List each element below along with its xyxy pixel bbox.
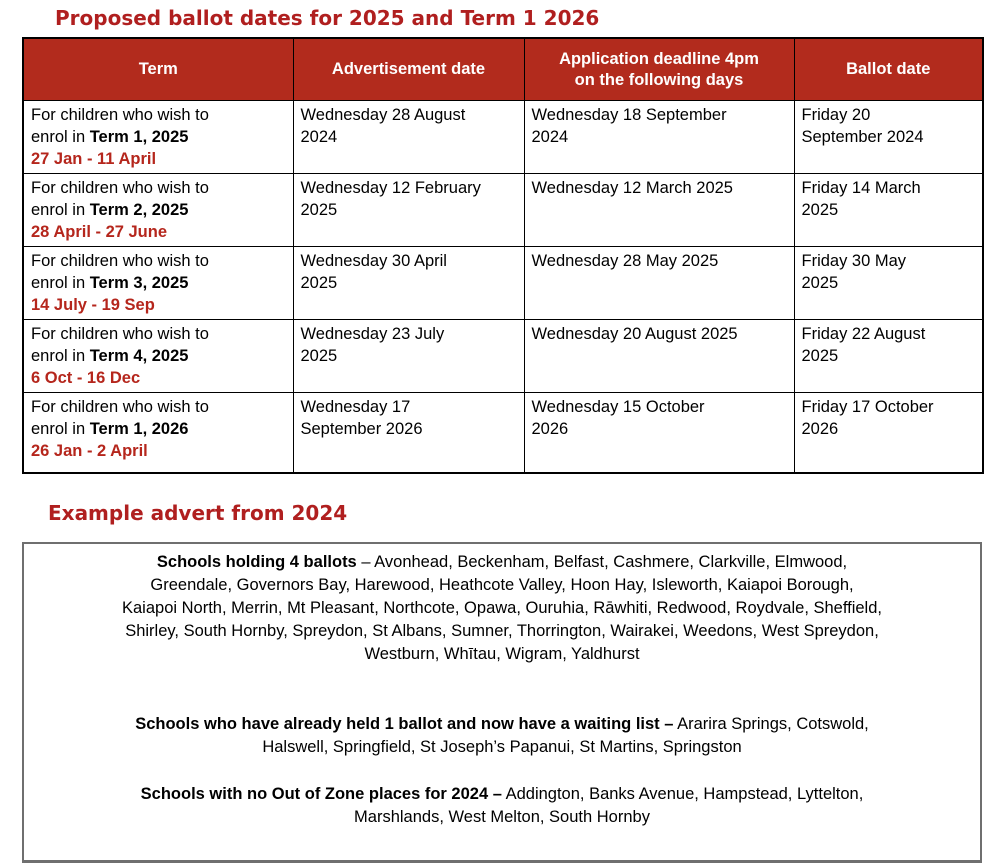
term-date-range: 27 Jan - 11 April <box>31 150 157 168</box>
column-header-ballot-date: Ballot date <box>793 37 984 101</box>
ballot-date-cell: Friday 14 March 2025 <box>793 173 984 247</box>
ballot-date-cell: Friday 22 August 2025 <box>793 319 984 393</box>
term-name: Term 3, 2025 <box>89 274 189 292</box>
application-deadline-cell: Wednesday 12 March 2025 <box>523 173 795 247</box>
ballot-date-cell: Friday 30 May 2025 <box>793 246 984 320</box>
ballot-dates-table: Term Advertisement date Application dead… <box>22 37 984 474</box>
term-date-range: 26 Jan - 2 April <box>31 442 148 460</box>
term-description: For children who wish to enrol in Term 4… <box>31 323 287 367</box>
term-date-range: 14 July - 19 Sep <box>31 296 155 314</box>
term-date-range: 6 Oct - 16 Dec <box>31 369 141 387</box>
term-name: Term 4, 2025 <box>89 347 189 365</box>
advert-paragraph-4-ballots: Schools holding 4 ballots – Avonhead, Be… <box>38 551 966 666</box>
term-intro: For children who wish to enrol in <box>31 179 209 219</box>
term-name: Term 1, 2025 <box>89 128 189 146</box>
term-name: Term 1, 2026 <box>89 420 189 438</box>
application-deadline-cell: Wednesday 20 August 2025 <box>523 319 795 393</box>
advert-paragraph-waiting-list: Schools who have already held 1 ballot a… <box>38 713 966 759</box>
ballot-date-cell: Friday 17 October 2026 <box>793 392 984 473</box>
advertisement-date-cell: Wednesday 12 February 2025 <box>292 173 525 247</box>
advert-schools-4-ballots: – Avonhead, Beckenham, Belfast, Cashmere… <box>122 552 882 663</box>
application-deadline-cell: Wednesday 18 September 2024 <box>523 100 795 174</box>
table-row: For children who wish to enrol in Term 1… <box>22 100 984 174</box>
term-intro: For children who wish to enrol in <box>31 325 209 365</box>
column-header-application-deadline: Application deadline 4pm on the followin… <box>523 37 795 101</box>
advertisement-date-cell: Wednesday 28 August 2024 <box>292 100 525 174</box>
term-intro: For children who wish to enrol in <box>31 106 209 146</box>
advertisement-date-cell: Wednesday 23 July 2025 <box>292 319 525 393</box>
table-row: For children who wish to enrol in Term 4… <box>22 319 984 393</box>
term-description: For children who wish to enrol in Term 3… <box>31 250 287 294</box>
advert-lead-no-places: Schools with no Out of Zone places for 2… <box>140 784 502 803</box>
term-intro: For children who wish to enrol in <box>31 252 209 292</box>
table-row: For children who wish to enrol in Term 3… <box>22 246 984 320</box>
advert-paragraph-no-places: Schools with no Out of Zone places for 2… <box>38 783 966 829</box>
page-title: Proposed ballot dates for 2025 and Term … <box>55 6 600 30</box>
advert-section-heading: Example advert from 2024 <box>48 500 348 525</box>
advertisement-date-cell: Wednesday 17 September 2026 <box>292 392 525 473</box>
advert-lead-4-ballots: Schools holding 4 ballots <box>156 552 357 571</box>
term-cell: For children who wish to enrol in Term 2… <box>22 173 294 247</box>
ballot-date-cell: Friday 20 September 2024 <box>793 100 984 174</box>
term-description: For children who wish to enrol in Term 2… <box>31 177 287 221</box>
advertisement-date-cell: Wednesday 30 April 2025 <box>292 246 525 320</box>
column-header-advertisement-date: Advertisement date <box>292 37 525 101</box>
term-intro: For children who wish to enrol in <box>31 398 209 438</box>
column-header-term: Term <box>22 37 294 101</box>
application-deadline-cell: Wednesday 28 May 2025 <box>523 246 795 320</box>
advert-schools-waiting-list: Ararira Springs, Cotswold, Halswell, Spr… <box>262 714 869 756</box>
term-cell: For children who wish to enrol in Term 1… <box>22 100 294 174</box>
table-row: For children who wish to enrol in Term 2… <box>22 173 984 247</box>
application-deadline-cell: Wednesday 15 October 2026 <box>523 392 795 473</box>
table-header-row: Term Advertisement date Application dead… <box>22 37 984 101</box>
term-cell: For children who wish to enrol in Term 3… <box>22 246 294 320</box>
term-date-range: 28 April - 27 June <box>31 223 168 241</box>
advert-lead-waiting-list: Schools who have already held 1 ballot a… <box>135 714 674 733</box>
example-advert-box: Schools holding 4 ballots – Avonhead, Be… <box>22 541 982 863</box>
term-cell: For children who wish to enrol in Term 4… <box>22 319 294 393</box>
term-description: For children who wish to enrol in Term 1… <box>31 104 287 148</box>
term-cell: For children who wish to enrol in Term 1… <box>22 392 294 473</box>
term-description: For children who wish to enrol in Term 1… <box>31 396 287 440</box>
table-row: For children who wish to enrol in Term 1… <box>22 392 984 473</box>
term-name: Term 2, 2025 <box>89 201 189 219</box>
advert-schools-no-places: Addington, Banks Avenue, Hampstead, Lytt… <box>354 784 864 826</box>
